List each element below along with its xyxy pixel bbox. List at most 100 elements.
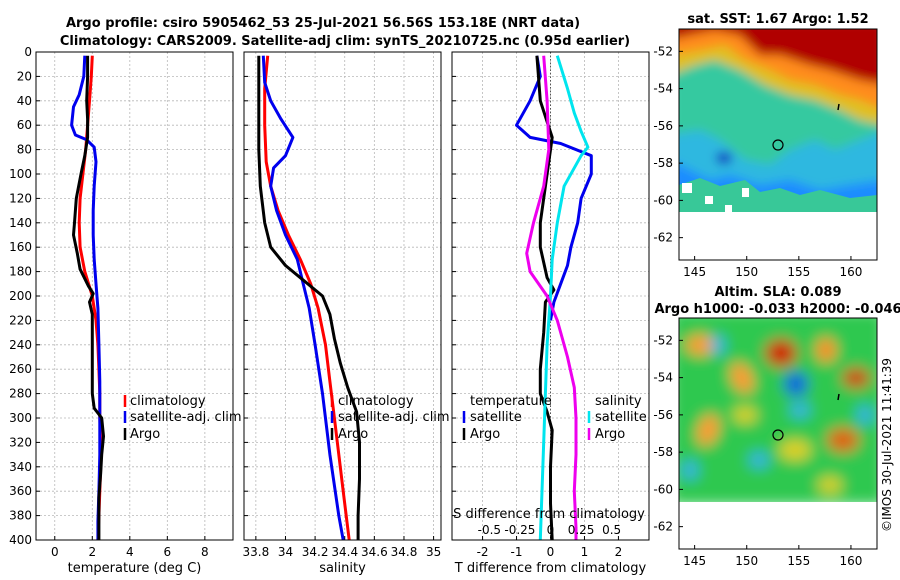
y-tick-label: 240 [9,338,32,352]
difference-legend: temperature satellite Argo salinity sate… [462,394,647,442]
x-tick-label: 2 [615,545,623,559]
series-line [538,55,590,541]
legend-argo-label: Argo [130,427,160,442]
s-tick-label: -0.5 [478,523,501,537]
argo-position-marker [772,139,784,151]
sst-map-xticks: 145 150 155 160 [683,256,862,279]
sla-map-xticks: 145 150 155 160 [683,545,862,568]
y-tick-label: 340 [9,460,32,474]
x-axis-label: salinity [319,561,366,576]
x-tick-label: 6 [164,545,172,559]
sla-map-title1: Altim. SLA: 0.089 [715,285,842,300]
y-tick-label: 120 [9,191,32,205]
legend-temperature-title: temperature [470,394,552,409]
series-line [515,55,593,321]
legend-s-satellite-label: satellite [595,410,647,425]
map-x-tick-label: 150 [735,554,758,568]
sst-map: sat. SST: 1.67 Argo: 1.52 -52 -54 -56 -58 -6… [653,12,878,279]
figure-title-line2: Climatology: CARS2009. Satellite-adj cli… [60,34,630,49]
float-track-marker [837,393,840,401]
argo-position-marker [772,429,784,441]
sla-map-title2: Argo h1000: -0.033 h2000: -0.046 [654,302,900,317]
map-x-tick-label: 160 [839,265,862,279]
series-line [261,55,345,541]
y-tick-label: 280 [9,387,32,401]
x-tick-label: 35 [426,545,441,559]
y-tick-label: 300 [9,411,32,425]
sst-map-frame [678,28,878,261]
map-y-tick-label: -54 [653,371,673,385]
s-tick-label: -0.25 [504,523,535,537]
legend-salinity-title: salinity [595,394,642,409]
map-y-tick-label: -60 [653,193,673,207]
y-tick-label: 160 [9,240,32,254]
x-tick-label: -1 [511,545,523,559]
x-tick-label: 4 [126,545,134,559]
map-y-tick-label: -58 [653,156,673,170]
x-tick-label: -2 [477,545,489,559]
x-tick-label: 0 [547,545,555,559]
y-tick-label: 140 [9,216,32,230]
x-tick-label: 2 [88,545,96,559]
salinity-panel: 33.8 34 34.2 34.4 34.6 34.8 35 salinity [242,51,442,576]
map-y-tick-label: -58 [653,445,673,459]
x-axis-label: T difference from climatology [454,561,647,576]
sst-map-title: sat. SST: 1.67 Argo: 1.52 [687,12,868,27]
figure-title-line1: Argo profile: csiro 5905462_53 25-Jul-20… [66,16,580,31]
legend-satellite-label: satellite-adj. clim [338,410,450,425]
map-x-tick-label: 155 [787,554,810,568]
map-x-tick-label: 150 [735,265,758,279]
imos-watermark: ©IMOS 30-Jul-2021 11:41:39 [880,358,894,532]
x-tick-label: 34.2 [302,545,329,559]
y-tick-label: 400 [9,533,32,547]
map-y-tick-label: -52 [653,333,673,347]
series-line [535,55,556,541]
y-tick-label: 40 [17,94,32,108]
float-track-marker [837,103,840,111]
series-line [257,55,361,540]
x-tick-label: 34.8 [391,545,418,559]
sla-map-yticks: -52 -54 -56 -58 -60 -62 [653,333,683,534]
map-y-tick-label: -62 [653,231,673,245]
y-tick-label: 20 [17,69,32,83]
sst-map-yticks: -52 -54 -56 -58 -60 -62 [653,44,683,245]
y-tick-label: 200 [9,289,32,303]
legend-t-argo-label: Argo [470,427,500,442]
legend-argo-label: Argo [338,427,368,442]
x-tick-label: 34 [278,545,293,559]
sla-map-frame [678,317,878,550]
legend-climatology-label: climatology [338,394,414,409]
map-y-tick-label: -52 [653,44,673,58]
salinity-legend: climatology satellite-adj. clim Argo [330,394,450,442]
legend-t-satellite-label: satellite [470,410,522,425]
y-tick-label: 320 [9,435,32,449]
map-y-tick-label: -60 [653,482,673,496]
map-x-tick-label: 155 [787,265,810,279]
s-difference-ticks: -0.5 -0.25 0 0.25 0.5 [478,523,622,537]
s-tick-label: 0 [547,523,555,537]
map-y-tick-label: -56 [653,408,673,422]
series-line [525,55,578,540]
map-x-tick-label: 160 [839,554,862,568]
plot-frame [35,51,234,541]
y-tick-label: 220 [9,313,32,327]
s-difference-axis-label: S difference from climatology [453,507,645,522]
y-tick-label: 180 [9,265,32,279]
y-tick-label: 260 [9,362,32,376]
s-tick-label: 0.25 [568,523,595,537]
plot-frame [451,51,650,541]
y-tick-label: 100 [9,167,32,181]
y-tick-label: 380 [9,509,32,523]
series-line [72,55,105,540]
x-tick-label: 8 [201,545,209,559]
series-line [70,55,102,540]
s-tick-label: 0.5 [602,523,621,537]
legend-s-argo-label: Argo [595,427,625,442]
map-x-tick-label: 145 [683,554,706,568]
x-tick-label: 34.4 [331,545,358,559]
plot-frame [243,51,442,541]
temperature-panel: 0204060801001201401601802002202402602803… [9,45,234,576]
series-line [263,55,351,541]
map-y-tick-label: -62 [653,520,673,534]
x-axis-label: temperature (deg C) [68,561,202,576]
